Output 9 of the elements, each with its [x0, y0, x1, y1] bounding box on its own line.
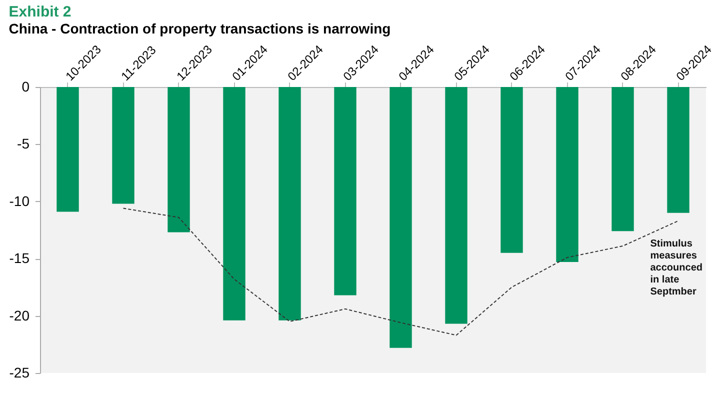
- chart-title: Exhibit 2: [8, 4, 72, 21]
- y-tick-label: -20: [9, 307, 30, 324]
- y-tick-label: 0: [22, 78, 30, 94]
- y-tick-label: -25: [9, 364, 30, 380]
- annotation: Stimulus measures accounced in late Septmber: [650, 238, 702, 298]
- y-tick-label: -10: [9, 192, 30, 209]
- y-tick-label: -5: [17, 136, 30, 152]
- chart-subtitle: China - Contraction of property transactions is narrowing: [8, 20, 391, 37]
- y-tick-label: -15: [9, 250, 30, 266]
